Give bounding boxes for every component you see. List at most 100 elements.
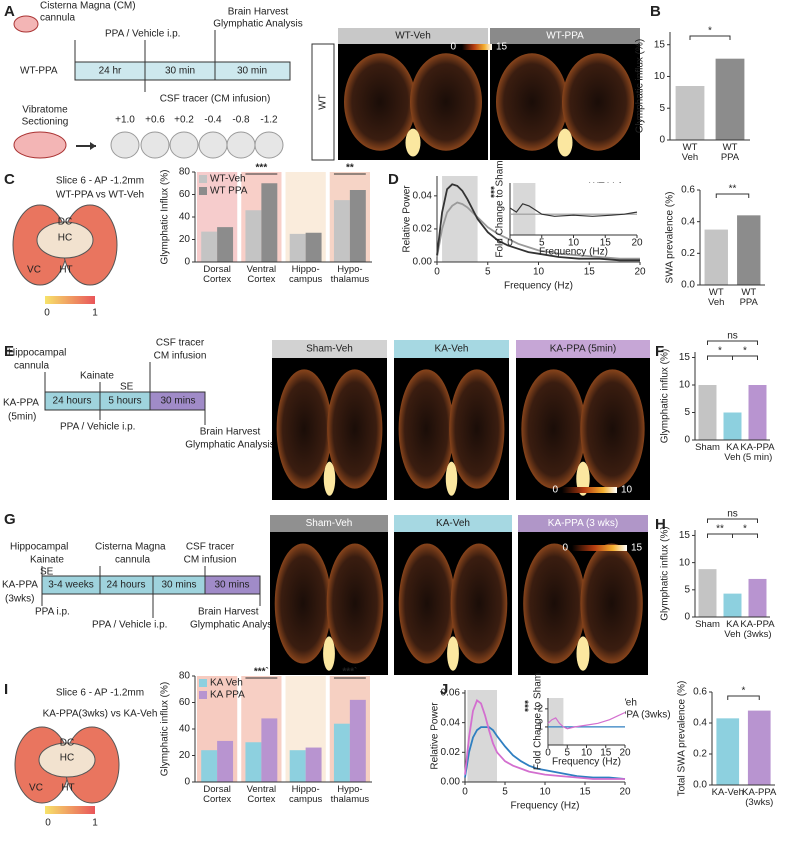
label: cannula [115, 555, 150, 566]
x-tick-label: 10 [568, 238, 580, 249]
x-tick-label: 0 [507, 238, 513, 249]
label: Kainate [80, 371, 114, 382]
label: CSF tracer [156, 338, 205, 349]
brain-image [521, 369, 586, 489]
slice-label: +1.0 [115, 115, 135, 126]
bar [715, 58, 745, 140]
brain-image [410, 53, 482, 151]
colorbar-label: 1 [92, 818, 98, 829]
significance: ** [729, 184, 737, 195]
x-tick-label: 5 [502, 787, 508, 798]
y-axis-label: Glymphatic influx (%) [160, 682, 171, 776]
panel-letter: B [650, 3, 661, 20]
image-header [518, 515, 648, 532]
label: Brain Harvest [228, 7, 289, 18]
x-tick-label: 5 [485, 267, 491, 278]
step: 30 mins [214, 580, 249, 591]
x-tick-label: 20 [619, 748, 631, 759]
brain-image [523, 543, 586, 664]
x-tick-label: Ventral Cortex [246, 784, 277, 805]
step: 30 mins [161, 580, 196, 591]
colorbar [572, 545, 627, 551]
label: PPA / Vehicle i.p. [60, 422, 135, 433]
panel-e-timeline: Hippocampal cannula Kainate SE CSF trace… [3, 338, 275, 451]
bar [737, 215, 761, 285]
brain-image [447, 636, 459, 671]
series-line [509, 203, 638, 217]
bar [289, 750, 306, 782]
region [36, 221, 94, 259]
panel-a-timeline: Cisterna Magna (CM) cannula PPA / Vehicl… [13, 1, 335, 161]
x-tick-label: WT Veh [681, 142, 699, 163]
y-tick-label: 0 [659, 135, 665, 146]
region-label: HT [61, 783, 74, 794]
panel-letter: D [388, 171, 399, 188]
bar [698, 385, 717, 440]
label: cannula [40, 13, 75, 24]
arrowhead [90, 142, 96, 150]
legend-swatch [199, 175, 207, 183]
bar [723, 412, 742, 440]
region-label: VC [27, 265, 41, 276]
row-box [311, 43, 335, 161]
timeline [74, 61, 291, 81]
colorbar-label: 15 [631, 543, 643, 554]
bracket [707, 518, 758, 523]
bracket [732, 355, 758, 360]
image-label: KA-Veh [436, 518, 470, 529]
image-header [394, 340, 509, 358]
y-axis-label: Relative Power [402, 185, 413, 253]
significance: ***` [342, 667, 357, 678]
x-tick-label: 0 [545, 748, 551, 759]
y-tick-label: 0.2 [681, 248, 695, 259]
label: Hippocampal [8, 348, 66, 359]
label: Glymphatic Analysis [213, 19, 302, 30]
significance: *** [518, 700, 529, 712]
image-label: KA-PPA (3 wks) [548, 518, 618, 529]
y-tick-label: 0.6 [693, 687, 707, 698]
title: Slice 6 - AP -1.2mm [56, 688, 144, 699]
step: 24 hours [53, 396, 92, 407]
label: Cisterna Magna [95, 542, 166, 553]
y-tick-label: 0 [184, 257, 190, 268]
y-tick-label: 80 [179, 167, 191, 178]
brain-image [557, 128, 573, 157]
region-label: HT [59, 265, 72, 276]
x-tick-label: Hypo- thalamus [330, 264, 370, 285]
image-header [490, 28, 640, 44]
y-tick-label: 10 [654, 71, 666, 82]
bar [217, 227, 234, 262]
y-tick-label: 0.00 [441, 777, 461, 788]
y-axis-label: Fold Change to Sham [495, 160, 506, 257]
label: PPA i.p. [35, 607, 70, 618]
bar [698, 569, 717, 617]
bar [201, 231, 218, 262]
y-tick-label: 20 [179, 750, 191, 761]
x-tick-label: Hippo- campus [288, 264, 323, 285]
y-axis-label: Total SWA prevalence (%) [677, 681, 688, 797]
bracket [715, 193, 750, 198]
slice-label: +0.2 [174, 115, 194, 126]
panel-letter: A [4, 3, 15, 20]
brain-image [326, 543, 384, 664]
x-tick-label: KA Veh [724, 442, 741, 463]
y-tick-label: 40 [179, 212, 191, 223]
region-label: HC [58, 233, 72, 244]
colorbar-label: 0 [552, 485, 558, 496]
colorbar-label: 0 [45, 818, 51, 829]
title: Slice 6 - AP -1.2mm [56, 176, 144, 187]
step: 30 mins [160, 396, 195, 407]
slice-label: -1.2 [260, 115, 278, 126]
bar [289, 233, 306, 262]
panel-letter: C [4, 171, 15, 188]
series-line [436, 183, 640, 262]
colorbar-label: 0 [450, 42, 456, 53]
timeline [204, 575, 261, 595]
slices [110, 131, 284, 159]
colorbar-label: 0 [44, 308, 50, 319]
brain-image [450, 543, 508, 664]
y-tick-label: 2 [537, 703, 543, 714]
bar [675, 86, 705, 140]
label: PPA / Vehicle i.p. [105, 29, 180, 40]
x-tick-label: Sham [695, 619, 720, 630]
